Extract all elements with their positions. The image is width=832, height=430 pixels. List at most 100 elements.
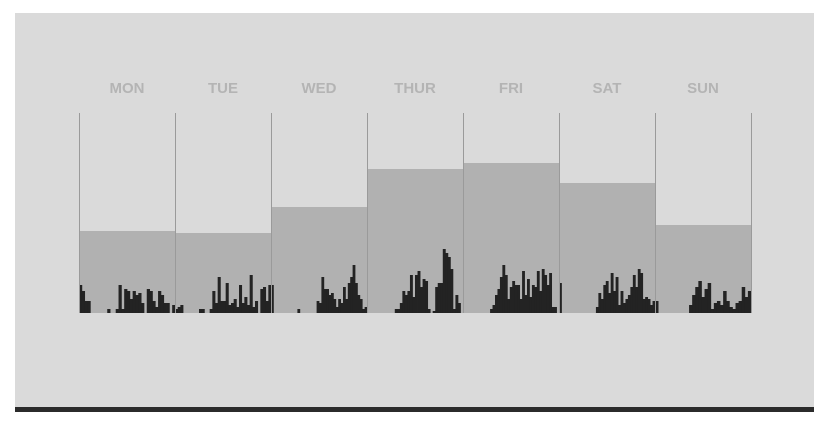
hourly-bar-sun-27	[738, 301, 743, 313]
hourly-bar-sat-29	[630, 287, 634, 313]
day-gridlines	[79, 113, 752, 313]
hourly-bar-wed-36	[357, 295, 361, 313]
hourly-bar-fri-11	[490, 309, 493, 313]
hourly-bar-sat-17	[600, 299, 604, 313]
hourly-bar-sat-30	[632, 275, 636, 313]
hourly-bar-wed-35	[355, 283, 358, 313]
hourly-bar-sun-13	[695, 287, 699, 313]
hourly-bar-fri-32	[541, 269, 545, 313]
hourly-bar-thur-12	[397, 309, 401, 313]
hourly-bar-mon-29	[160, 295, 165, 313]
hourly-bar-thur-30	[442, 249, 446, 313]
hourly-bar-thur-35	[455, 295, 459, 313]
hourly-bar-mon-18	[129, 299, 134, 313]
hourly-bar-wed-25	[331, 293, 334, 313]
hourly-bar-wed-29	[340, 303, 344, 313]
hourly-bar-sun-26	[735, 303, 740, 313]
hourly-bar-tue-25	[241, 303, 245, 313]
hourly-bar-tue-23	[236, 307, 240, 313]
hourly-bar-mon-17	[127, 291, 131, 313]
hourly-bar-fri-35	[549, 273, 553, 313]
hourly-bar-thur-24	[427, 309, 431, 313]
hourly-bar-thur-33	[450, 269, 454, 313]
hourly-bar-mon-25	[149, 291, 153, 313]
hourly-bar-sun-17	[707, 283, 712, 313]
day-labels: MON TUE WED THUR FRI SAT SUN	[110, 80, 719, 97]
hourly-bar-fri-14	[497, 289, 501, 313]
hourly-bar-thur-36	[457, 303, 461, 313]
hourly-bar-wed-19	[316, 301, 320, 313]
hourly-bar-mon-16	[124, 289, 128, 313]
hourly-bar-fri-21	[514, 285, 518, 313]
hourly-bar-thur-28	[437, 283, 441, 313]
hourly-bar-fri-17	[504, 275, 508, 313]
hourly-bar-fri-23	[519, 299, 523, 313]
hourly-bar-tue-35	[268, 285, 272, 313]
hourly-bar-fri-31	[539, 291, 543, 313]
hourly-bar-fri-13	[495, 295, 498, 313]
hourly-bar-sun-24	[729, 307, 733, 313]
hourly-bar-mon-28	[158, 291, 162, 313]
bottom-rule	[15, 407, 814, 412]
hourly-bar-tue-0	[175, 309, 179, 313]
hourly-bar-sat-37	[650, 305, 653, 313]
hourly-bar-tue-10	[201, 309, 205, 313]
day-label-fri: FRI	[499, 80, 523, 97]
hourly-bar-tue-26	[244, 297, 248, 313]
hourly-bar-mon-15	[121, 309, 125, 313]
hourly-bar-mon-24	[146, 289, 150, 313]
hourly-bar-sun-0	[655, 301, 659, 313]
hourly-bar-sat-33	[640, 273, 644, 313]
hourly-bar-wed-0	[271, 285, 274, 313]
hourly-bar-tue-14	[212, 291, 216, 313]
hourly-bar-sat-0	[559, 283, 562, 313]
hourly-bar-tue-13	[209, 309, 213, 313]
hourly-bar-mon-13	[115, 309, 119, 313]
hourly-bar-mon-0	[79, 285, 83, 313]
hourly-bar-thur-20	[417, 271, 421, 313]
hourly-bar-sat-21	[610, 273, 614, 313]
hourly-bar-tue-34	[265, 301, 269, 313]
hourly-bar-mon-31	[166, 303, 170, 313]
hourly-bar-tue-1	[177, 307, 181, 313]
hourly-bar-mon-33	[172, 305, 176, 313]
hourly-bar-sun-19	[713, 303, 718, 313]
hourly-bar-fri-33	[544, 275, 548, 313]
hourly-bar-mon-10	[107, 309, 111, 313]
hourly-bar-sun-16	[704, 289, 709, 313]
hourly-bar-fri-22	[517, 285, 521, 313]
hourly-bar-thur-11	[394, 309, 398, 313]
hourly-bar-wed-20	[319, 303, 322, 313]
hourly-bar-thur-32	[447, 257, 451, 313]
hourly-bar-wed-39	[364, 307, 368, 313]
hourly-bar-tue-17	[220, 301, 224, 313]
hourly-bar-mon-27	[155, 307, 159, 313]
hourly-bar-thur-21	[420, 287, 423, 313]
hourly-bar-fri-30	[536, 271, 540, 313]
hourly-bar-sun-30	[747, 291, 752, 313]
hourly-bar-sat-22	[613, 291, 617, 313]
hourly-bar-wed-21	[321, 277, 325, 313]
hourly-bar-thur-22	[422, 279, 426, 313]
hourly-bar-fri-26	[527, 279, 530, 313]
hourly-bar-sat-25	[620, 291, 624, 313]
hourly-bar-sat-18	[603, 285, 607, 313]
hourly-bar-tue-20	[228, 305, 232, 313]
hourly-bar-thur-13	[399, 303, 403, 313]
hourly-bar-sat-20	[608, 293, 612, 313]
hourly-bar-fri-28	[531, 285, 535, 313]
day-label-sat: SAT	[593, 80, 622, 97]
hourly-bar-tue-30	[255, 301, 259, 313]
hourly-bar-sun-11	[689, 305, 693, 313]
hourly-bar-fri-18	[507, 299, 511, 313]
hourly-bar-sat-23	[615, 277, 619, 313]
hourly-bar-thur-15	[404, 295, 408, 313]
hourly-bar-tue-22	[233, 299, 237, 313]
hourly-bar-fri-12	[492, 305, 496, 313]
hourly-bar-sun-12	[692, 295, 696, 313]
hourly-bar-fri-24	[522, 271, 525, 313]
hourly-bar-fri-15	[499, 277, 503, 313]
hourly-bar-fri-19	[509, 287, 513, 313]
day-label-sun: SUN	[687, 80, 719, 97]
